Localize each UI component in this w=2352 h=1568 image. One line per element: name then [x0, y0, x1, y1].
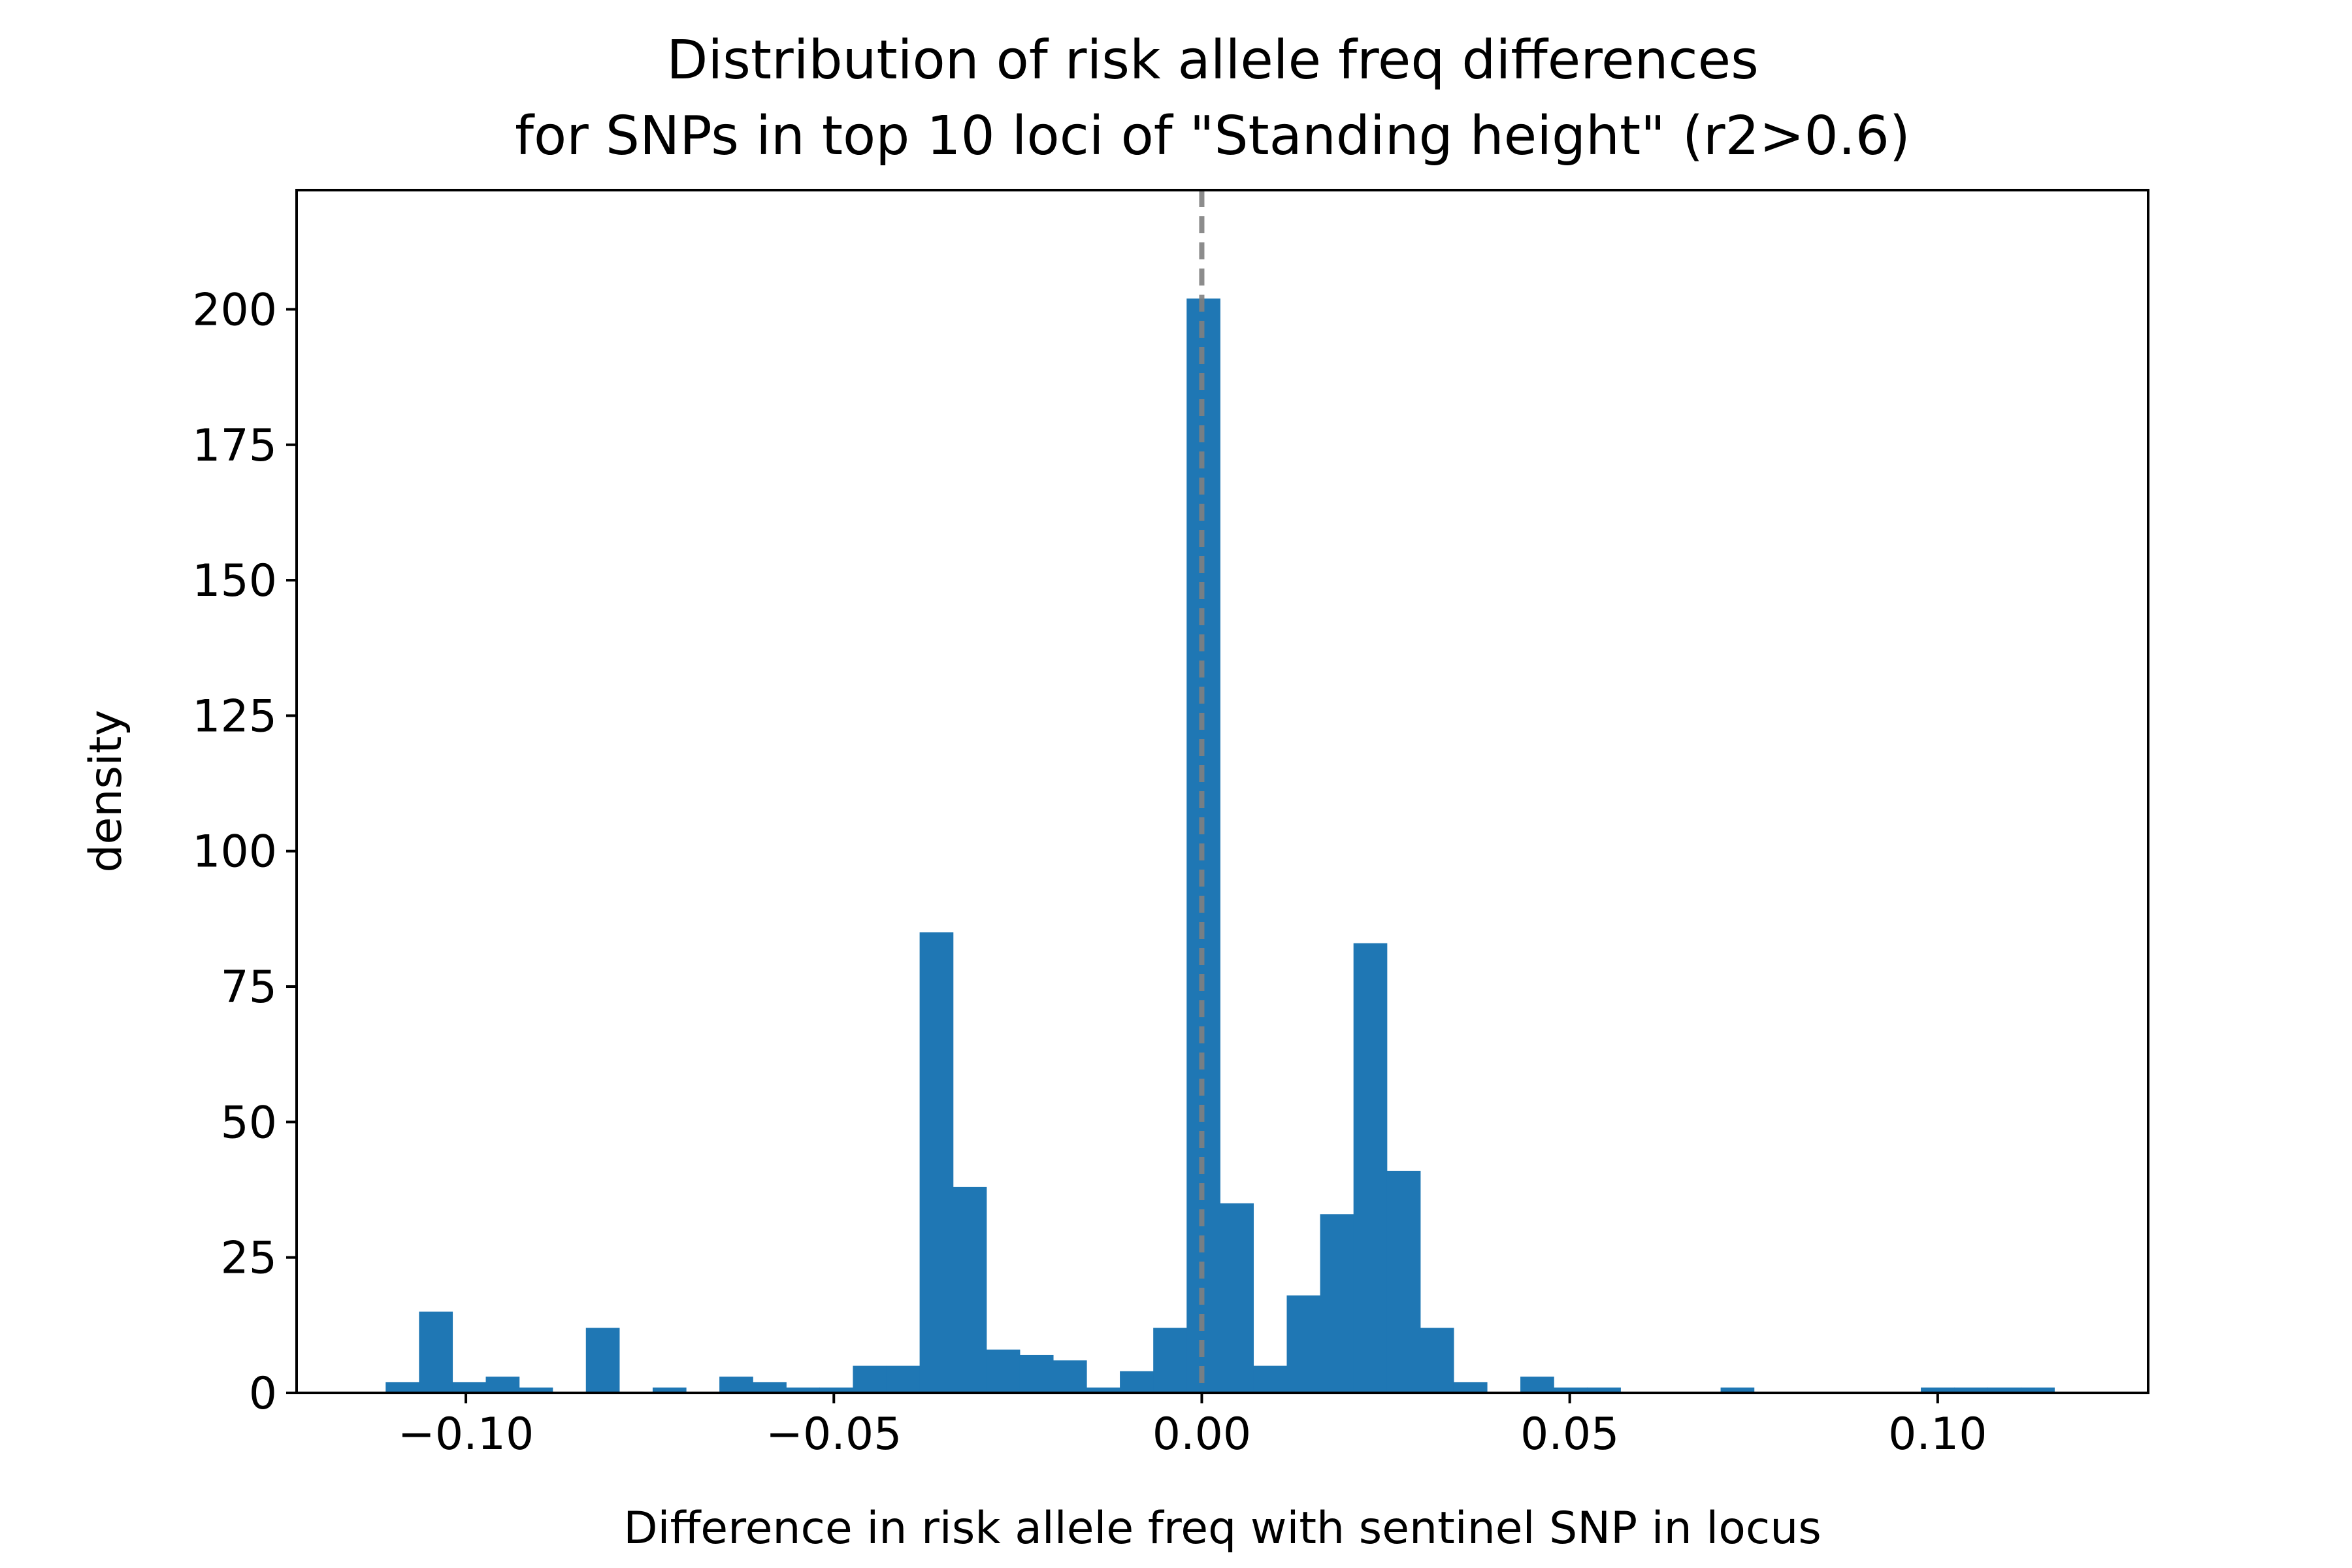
y-axis-ticks: 0 25 50 75 100 125 150 175 200: [192, 284, 297, 1420]
histogram-bar: [419, 1311, 453, 1393]
histogram-bar: [1120, 1371, 1154, 1393]
x-axis-label: Difference in risk allele freq with sent…: [623, 1503, 1821, 1554]
x-tick-label: 0.10: [1888, 1409, 1987, 1460]
y-tick-label: 25: [220, 1233, 277, 1284]
x-tick-label: 0.05: [1520, 1409, 1619, 1460]
x-axis-ticks: −0.10 −0.05 0.00 0.05 0.10: [398, 1393, 1987, 1460]
histogram-bar: [1220, 1203, 1254, 1393]
histogram-bar: [519, 1387, 553, 1393]
histogram-bar: [385, 1382, 419, 1393]
histogram-bar: [986, 1349, 1021, 1393]
y-tick-label: 125: [192, 691, 277, 742]
y-tick-label: 50: [220, 1097, 277, 1149]
histogram-bar: [1153, 1328, 1187, 1393]
histogram-bar: [1921, 1387, 1955, 1393]
histogram-bar: [1587, 1387, 1621, 1393]
histogram-bar: [1720, 1387, 1755, 1393]
histogram-bar: [1520, 1377, 1554, 1393]
histogram-bar: [886, 1365, 921, 1393]
x-tick-label: −0.05: [766, 1409, 902, 1460]
chart-title-line-1: Distribution of risk allele freq differe…: [666, 29, 1759, 91]
histogram-bar: [1086, 1387, 1120, 1393]
histogram-bar: [1554, 1387, 1588, 1393]
histogram-bar: [1453, 1382, 1488, 1393]
histogram-bar: [1286, 1295, 1321, 1393]
histogram-bars: [385, 298, 2055, 1393]
y-tick-label: 200: [192, 284, 277, 336]
y-tick-label: 0: [249, 1368, 277, 1420]
x-tick-label: 0.00: [1152, 1409, 1251, 1460]
histogram-bar: [1353, 943, 1388, 1393]
histogram-bar: [1987, 1387, 2021, 1393]
chart-title-line-2: for SNPs in top 10 loci of "Standing hei…: [515, 105, 1910, 167]
histogram-bar: [1386, 1171, 1421, 1393]
histogram-bar: [953, 1186, 987, 1393]
histogram-bar: [485, 1377, 520, 1393]
y-tick-label: 175: [192, 420, 277, 472]
histogram-bar: [452, 1382, 487, 1393]
histogram-bar: [1053, 1360, 1087, 1393]
histogram-bar: [585, 1328, 620, 1393]
x-tick-label: −0.10: [398, 1409, 534, 1460]
histogram-bar: [1320, 1214, 1354, 1393]
plot-frame: [295, 189, 2149, 1394]
histogram-bar: [652, 1387, 687, 1393]
histogram-bar: [2021, 1387, 2055, 1393]
histogram-bar: [1253, 1365, 1288, 1393]
histogram-bar: [1420, 1328, 1454, 1393]
histogram-bar: [919, 932, 954, 1393]
histogram-bar: [753, 1382, 787, 1393]
y-tick-label: 75: [220, 962, 277, 1013]
histogram-bar: [1019, 1354, 1054, 1393]
histogram-bar: [786, 1387, 820, 1393]
histogram-bar: [1954, 1387, 1988, 1393]
y-tick-label: 100: [192, 826, 277, 878]
y-tick-label: 150: [192, 555, 277, 607]
histogram-bar: [819, 1387, 854, 1393]
histogram-bar: [853, 1365, 887, 1393]
histogram-bar: [719, 1377, 753, 1393]
y-axis-label: density: [80, 710, 132, 872]
